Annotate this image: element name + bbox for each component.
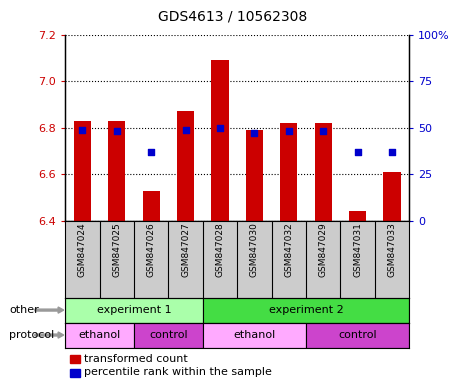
Bar [203,323,306,348]
Text: GSM847026: GSM847026 [146,222,156,277]
Point [251,130,258,136]
Text: experiment 2: experiment 2 [269,305,343,315]
Bar [306,323,409,348]
Point [182,126,189,132]
Point [354,149,361,155]
Point [319,128,327,134]
Text: control: control [149,330,188,340]
Text: GSM847032: GSM847032 [284,222,293,277]
Text: other: other [9,305,39,315]
Bar [73,121,91,221]
Point [216,124,224,131]
Bar [280,123,297,221]
Bar [383,172,400,221]
Point [113,128,120,134]
Bar [134,323,203,348]
Text: GSM847031: GSM847031 [353,222,362,277]
Text: ethanol: ethanol [233,330,275,340]
Text: protocol: protocol [9,330,54,340]
Text: control: control [338,330,377,340]
Point [388,149,396,155]
Text: GSM847024: GSM847024 [78,222,87,277]
Text: experiment 1: experiment 1 [97,305,171,315]
Bar [142,190,160,221]
Bar [314,123,332,221]
Text: ethanol: ethanol [79,330,120,340]
Bar [65,298,203,323]
Text: GSM847033: GSM847033 [387,222,397,277]
Bar [349,212,366,221]
Text: percentile rank within the sample: percentile rank within the sample [84,367,272,377]
Bar [108,121,125,221]
Bar [246,130,263,221]
Text: GSM847029: GSM847029 [319,222,328,277]
Text: GSM847025: GSM847025 [112,222,121,277]
Text: GDS4613 / 10562308: GDS4613 / 10562308 [158,10,307,23]
Point [285,128,292,134]
Text: GSM847027: GSM847027 [181,222,190,277]
Bar [177,111,194,221]
Bar [211,60,229,221]
Bar [203,298,409,323]
Text: GSM847028: GSM847028 [215,222,225,277]
Bar [65,323,134,348]
Point [147,149,155,155]
Text: transformed count: transformed count [84,354,187,364]
Text: GSM847030: GSM847030 [250,222,259,277]
Point [79,126,86,132]
